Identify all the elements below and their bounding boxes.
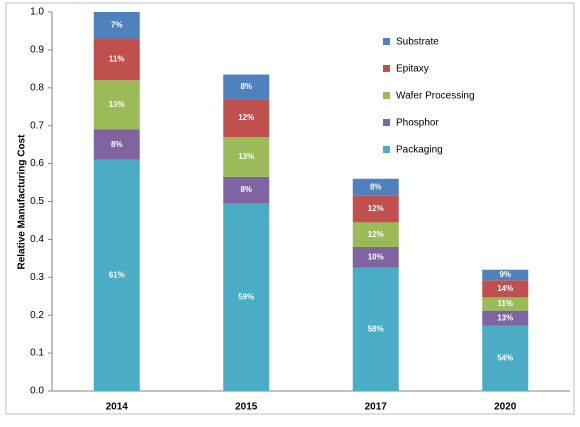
value-label: 54% (497, 354, 513, 363)
value-label: 14% (497, 284, 513, 293)
legend-label: Packaging (396, 145, 443, 156)
bar-segment (223, 137, 270, 177)
bar-segment (223, 176, 270, 204)
bar-segment (93, 80, 140, 130)
bar-segment (482, 269, 529, 281)
value-label: 13% (109, 100, 125, 109)
bar-segment (352, 222, 399, 247)
bar-segment (223, 99, 270, 138)
legend-swatch (383, 119, 390, 126)
legend-label: Epitaxy (396, 64, 429, 75)
legend-label: Substrate (396, 37, 439, 48)
bar-segment (352, 246, 399, 268)
legend-swatch (383, 38, 390, 45)
x-tick-label: 2014 (106, 402, 129, 413)
value-label: 10% (368, 253, 384, 262)
value-label: 11% (109, 54, 125, 63)
bar-segment (352, 195, 399, 223)
legend-label: Wafer Processing (396, 91, 475, 102)
y-tick-label: 0.8 (30, 82, 44, 93)
value-label: 61% (109, 271, 125, 280)
bar-segment (482, 280, 529, 298)
y-tick-label: 0.1 (30, 348, 44, 359)
value-label: 12% (368, 204, 384, 213)
bar-segment (482, 325, 529, 391)
bar-segment (223, 74, 270, 100)
y-tick-label: 0.6 (30, 158, 44, 169)
value-label: 13% (238, 152, 254, 161)
x-tick-label: 2020 (494, 402, 517, 413)
legend-swatch (383, 65, 390, 72)
y-tick-label: 0.9 (30, 45, 44, 56)
legend-label: Phosphor (396, 118, 439, 129)
y-axis-label: Relative Manufacturing Cost (17, 134, 28, 270)
y-tick-label: 0.2 (30, 310, 44, 321)
bar-segment (93, 129, 140, 160)
bar-segment (93, 159, 140, 391)
x-tick-label: 2017 (365, 402, 388, 413)
y-tick-label: 0.7 (30, 120, 44, 131)
value-label: 9% (499, 270, 511, 279)
bar-segment (352, 267, 399, 391)
legend-swatch (383, 146, 390, 153)
value-label: 7% (111, 20, 123, 29)
y-tick-label: 0.0 (30, 386, 44, 397)
x-tick-label: 2015 (235, 402, 258, 413)
legend-swatch (383, 92, 390, 99)
bar-segment (223, 203, 270, 391)
bar-segment (93, 12, 140, 39)
bar-segment (482, 310, 529, 326)
value-label: 8% (240, 82, 252, 91)
value-label: 12% (238, 113, 254, 122)
bar-segment (93, 38, 140, 81)
value-label: 8% (370, 182, 382, 191)
value-label: 8% (240, 185, 252, 194)
value-label: 11% (497, 299, 513, 308)
value-label: 58% (368, 325, 384, 334)
y-tick-label: 1.0 (30, 7, 44, 18)
bar-segment (352, 178, 399, 196)
y-tick-label: 0.5 (30, 196, 44, 207)
value-label: 12% (368, 230, 384, 239)
value-label: 8% (111, 140, 123, 149)
y-tick-label: 0.4 (30, 234, 44, 245)
bar-segment (482, 297, 529, 311)
value-label: 59% (238, 292, 254, 301)
value-label: 13% (497, 313, 513, 322)
y-tick-label: 0.3 (30, 272, 44, 283)
